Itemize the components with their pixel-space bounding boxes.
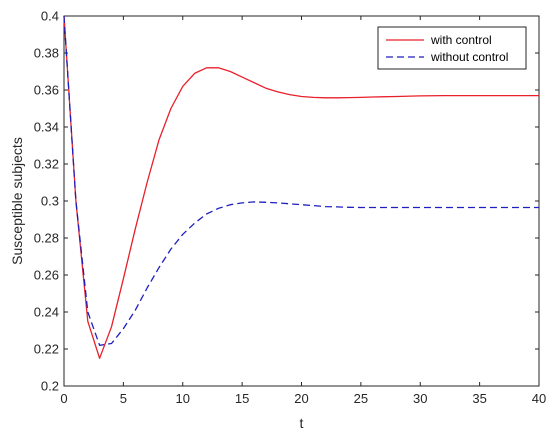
y-tick-label-5: 0.3: [41, 194, 59, 209]
x-axis-ticks: 0 5 10 15 20 25 30 35 40: [60, 16, 546, 406]
y-tick-label-1: 0.22: [34, 342, 59, 357]
y-tick-label-6: 0.32: [34, 157, 59, 172]
x-tick-label-7: 35: [472, 391, 486, 406]
y-tick-label-10: 0.4: [41, 9, 59, 24]
y-axis-label: Susceptible subjects: [9, 137, 25, 265]
plot-area: [63, 15, 540, 387]
legend-box: [377, 26, 527, 70]
x-tick-label-1: 5: [120, 391, 127, 406]
legend-label-with-control: with control: [430, 33, 492, 47]
y-tick-label-8: 0.36: [34, 83, 59, 98]
y-axis-ticks: 0.2 0.22 0.24 0.26 0.28 0.3 0.32 0.34 0.36 0.38 0.…: [34, 9, 539, 394]
x-tick-label-6: 30: [413, 391, 427, 406]
legend: with control without control: [377, 26, 527, 70]
y-tick-label-2: 0.24: [34, 305, 59, 320]
x-tick-label-5: 25: [354, 391, 368, 406]
y-tick-label-4: 0.28: [34, 231, 59, 246]
series-layer: [63, 15, 539, 359]
y-tick-label-0: 0.2: [41, 379, 59, 394]
series-line-without-control: [63, 15, 539, 346]
series-line-with-control: [63, 15, 539, 359]
y-tick-label-9: 0.38: [34, 46, 59, 61]
x-axis-label: t: [300, 415, 304, 431]
legend-label-without-control: without control: [430, 50, 508, 64]
x-tick-label-3: 15: [235, 391, 249, 406]
x-tick-label-2: 10: [176, 391, 190, 406]
y-tick-label-7: 0.34: [34, 120, 59, 135]
x-tick-label-8: 40: [532, 391, 546, 406]
x-tick-label-0: 0: [60, 391, 67, 406]
x-tick-label-4: 20: [294, 391, 308, 406]
y-tick-label-3: 0.26: [34, 268, 59, 283]
